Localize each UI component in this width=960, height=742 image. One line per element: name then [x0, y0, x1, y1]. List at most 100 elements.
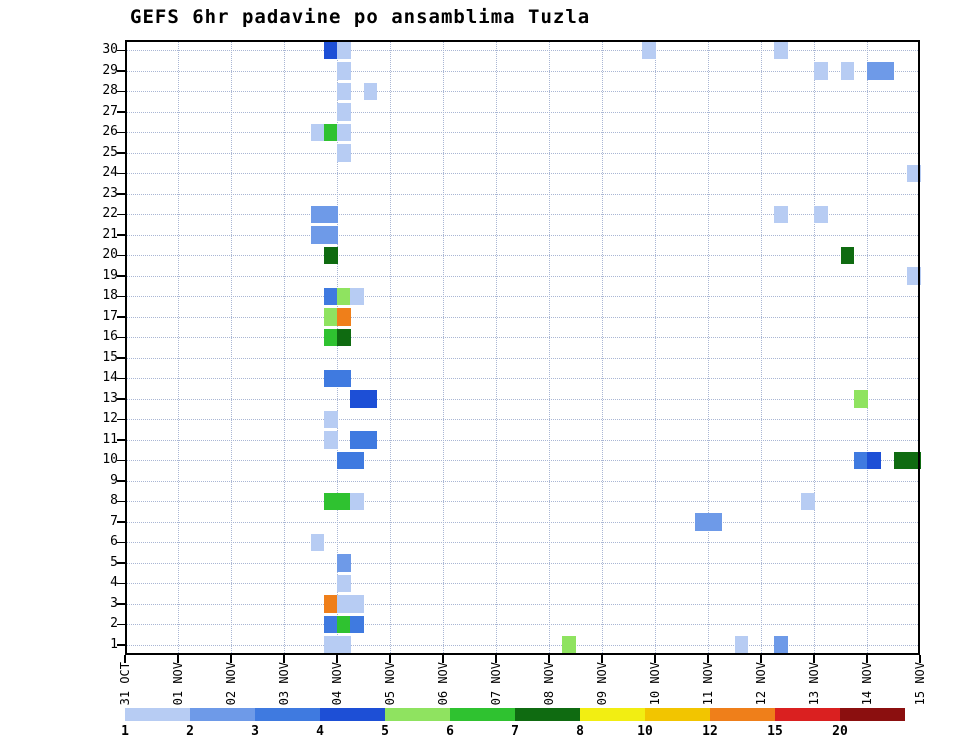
- legend-segment: [580, 708, 645, 721]
- legend-segment: [710, 708, 775, 721]
- x-axis-tick: [654, 655, 656, 663]
- x-axis-tick: [919, 655, 921, 663]
- precip-cell: [337, 595, 351, 613]
- precip-cell: [310, 123, 325, 141]
- grid-row-line: [125, 624, 920, 626]
- x-axis-tick: [283, 655, 285, 663]
- y-axis-tick: [117, 316, 125, 318]
- y-axis-label: 11: [102, 431, 118, 447]
- grid-row-line: [125, 173, 920, 175]
- y-axis-label: 9: [110, 472, 118, 488]
- y-axis-label: 30: [102, 42, 118, 58]
- grid-day-line: [814, 40, 815, 655]
- precip-cell: [708, 513, 722, 531]
- grid-row-line: [125, 255, 920, 257]
- grid-row-line: [125, 419, 920, 421]
- y-axis-label: 16: [102, 329, 118, 345]
- precip-cell: [323, 246, 338, 264]
- grid-row-line: [125, 644, 920, 646]
- precip-cell: [774, 205, 789, 223]
- precip-cell: [337, 82, 351, 100]
- grid-day-line: [337, 40, 338, 655]
- y-axis-label: 27: [102, 103, 118, 119]
- precip-cell: [323, 41, 338, 59]
- x-axis-tick: [124, 655, 126, 663]
- y-axis-label: 13: [102, 390, 118, 406]
- precip-cell: [840, 246, 855, 264]
- precip-cell: [350, 451, 365, 469]
- grid-day-line: [761, 40, 762, 655]
- y-axis-label: 12: [102, 411, 118, 427]
- x-axis-tick: [601, 655, 603, 663]
- grid-row-line: [125, 583, 920, 585]
- y-axis-label: 24: [102, 165, 118, 181]
- y-axis-tick: [117, 562, 125, 564]
- y-axis-label: 21: [102, 226, 118, 242]
- grid-row-line: [125, 132, 920, 134]
- y-axis-label: 28: [102, 83, 118, 99]
- precip-cell: [774, 636, 789, 654]
- y-axis-tick: [117, 459, 125, 461]
- x-axis-tick: [389, 655, 391, 663]
- grid-row-line: [125, 70, 920, 72]
- y-axis-tick: [117, 111, 125, 113]
- grid-row-line: [125, 562, 920, 564]
- precip-cell: [337, 451, 351, 469]
- grid-day-line: [708, 40, 709, 655]
- precip-cell: [337, 103, 351, 121]
- y-axis-tick: [117, 377, 125, 379]
- precip-cell: [310, 205, 325, 223]
- precip-cell: [337, 492, 351, 510]
- y-axis-tick: [117, 418, 125, 420]
- x-axis-tick: [548, 655, 550, 663]
- y-axis-label: 25: [102, 144, 118, 160]
- precip-cell: [363, 82, 378, 100]
- precip-cell: [337, 615, 351, 633]
- y-axis-label: 5: [110, 554, 118, 570]
- y-axis-tick: [117, 70, 125, 72]
- legend-segment: [450, 708, 515, 721]
- precip-cell: [337, 287, 351, 305]
- grid-day-line: [178, 40, 179, 655]
- legend-value-label: 4: [316, 724, 324, 739]
- legend-value-label: 7: [511, 724, 519, 739]
- precip-cell: [323, 492, 338, 510]
- precip-cell: [323, 431, 338, 449]
- grid-row-line: [125, 316, 920, 318]
- precip-cell: [337, 62, 351, 80]
- precip-cell: [323, 410, 338, 428]
- y-axis-tick: [117, 152, 125, 154]
- y-axis-tick: [117, 295, 125, 297]
- grid-row-line: [125, 275, 920, 277]
- precip-cell: [906, 451, 921, 469]
- precip-cell: [853, 390, 868, 408]
- legend-segment: [320, 708, 385, 721]
- grid-row-line: [125, 460, 920, 462]
- precip-cell: [694, 513, 709, 531]
- legend-segment: [190, 708, 255, 721]
- grid-row-line: [125, 91, 920, 93]
- precip-cell: [323, 595, 338, 613]
- precip-cell: [880, 62, 895, 80]
- y-axis-label: 4: [110, 575, 118, 591]
- legend-value-label: 1: [121, 724, 129, 739]
- grid-row-line: [125, 378, 920, 380]
- legend-value-label: 10: [637, 724, 653, 739]
- precip-cell: [337, 144, 351, 162]
- grid-row-line: [125, 357, 920, 359]
- precip-cell: [337, 636, 351, 654]
- precip-cell: [350, 595, 365, 613]
- grid-day-line: [231, 40, 232, 655]
- precip-cell: [323, 308, 338, 326]
- grid-row-line: [125, 111, 920, 113]
- precip-cell: [323, 636, 338, 654]
- precip-cell: [774, 41, 789, 59]
- y-axis-tick: [117, 644, 125, 646]
- grid-day-line: [549, 40, 550, 655]
- y-axis-label: 8: [110, 493, 118, 509]
- legend-segment: [840, 708, 905, 721]
- legend-segment: [125, 708, 190, 721]
